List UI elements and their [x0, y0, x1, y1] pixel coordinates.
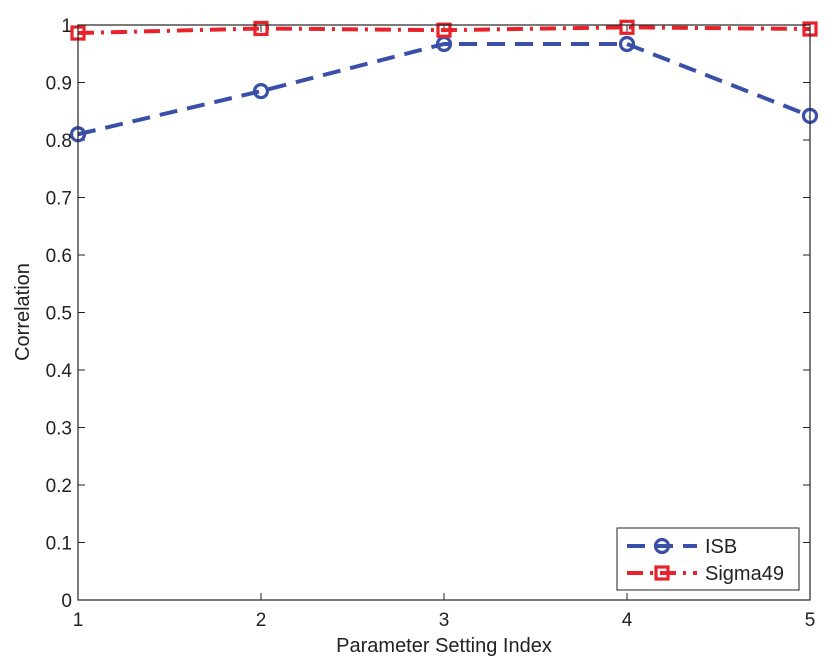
x-tick-label: 4 [622, 610, 633, 631]
data-point [436, 22, 452, 38]
x-axis-label: Parameter Setting Index [336, 635, 552, 657]
y-tick-label: 0.8 [46, 131, 72, 152]
series-line [77, 41, 811, 137]
plot-area [78, 25, 810, 600]
x-tick-label: 2 [256, 610, 267, 631]
data-point [253, 20, 269, 37]
x-tick-label: 3 [439, 610, 450, 631]
legend-swatch-marker [654, 565, 670, 581]
y-tick-label: 1 [61, 16, 72, 37]
y-tick-label: 0.7 [46, 189, 72, 210]
series-layer [69, 19, 819, 143]
legend-box [616, 527, 800, 591]
data-point [618, 35, 636, 53]
y-tick-label: 0.4 [46, 361, 73, 382]
legend-swatch-marker [653, 537, 671, 555]
ticks-layer: 1 2 3 4 5 0 0.1 0.2 0.3 0.4 0.5 0.6 0.7 0.8 0.9 1 [46, 16, 816, 631]
legend-label: Sigma49 [705, 563, 784, 585]
legend: ISB Sigma49 [616, 527, 800, 591]
y-axis-label: Correlation [12, 263, 34, 361]
data-point [619, 19, 635, 35]
plot-frame [77, 24, 811, 601]
y-tick-label: 0.6 [46, 246, 72, 267]
x-tick-label: 1 [73, 610, 84, 631]
y-tick-label: 0.2 [46, 476, 72, 497]
y-tick-label: 0.3 [46, 419, 72, 440]
series-line [77, 25, 811, 36]
data-point [252, 83, 270, 100]
legend-label: ISB [705, 536, 737, 558]
x-tick-label: 5 [805, 610, 816, 631]
y-tick-label: 0.9 [46, 74, 72, 95]
y-tick-label: 0 [61, 591, 72, 612]
y-tick-label: 0.1 [46, 534, 72, 555]
y-tick-label: 0.5 [46, 304, 72, 325]
